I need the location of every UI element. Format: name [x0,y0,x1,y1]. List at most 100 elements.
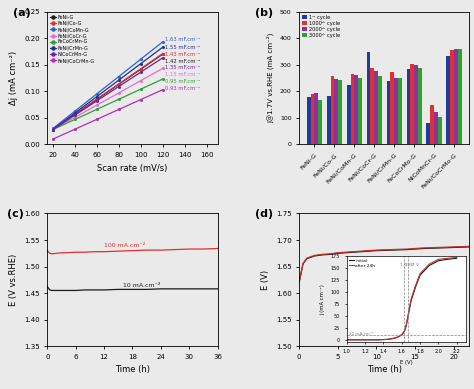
Bar [347,86,351,144]
Line: FeCoCrMn-G: FeCoCrMn-G [51,77,164,131]
Line: NiCoCrMn-G: NiCoCrMn-G [51,56,164,131]
FeNi/CoCrMn-G [138,97,144,102]
FeNi-G [50,127,56,132]
Bar [367,52,371,144]
NiCoCrMn-G [72,113,78,117]
FeNi/CoMn-G [50,126,56,131]
Bar [430,105,434,144]
Bar [434,112,438,144]
NiCoCrMn-G [50,127,56,132]
Text: 10 mA.cm⁻²: 10 mA.cm⁻² [123,283,160,288]
Text: 100 mA.cm⁻²: 100 mA.cm⁻² [104,243,146,248]
FeNi/CoCrMn-G [50,137,56,142]
Line: FeNi-G: FeNi-G [51,53,164,131]
X-axis label: Scan rate (mV/s): Scan rate (mV/s) [97,164,168,173]
Line: FeNi/Co-G: FeNi/Co-G [51,52,164,131]
NiCoCrMn-G [160,56,165,60]
NiCoCrMn-G [116,84,121,89]
FeNi/Co-G [72,112,78,117]
FeCoCrMn-G [94,107,100,112]
Bar [391,72,394,144]
Bar [447,56,450,144]
Text: (a): (a) [13,8,31,18]
FeNi/CrMn-G [50,127,56,132]
Bar [387,81,391,144]
FeNi/CoMn-G [72,109,78,114]
FeNi/Co-G [94,97,100,102]
Text: 1.63 mF.cm⁻²: 1.63 mF.cm⁻² [165,37,200,42]
Bar [314,93,318,144]
Line: FeNi/CoMn-G: FeNi/CoMn-G [51,40,164,130]
FeNi/CoCr-G [50,127,56,132]
FeNi/CoCr-G [72,115,78,120]
FeNi/CoMn-G [116,74,121,79]
FeNi-G [116,82,121,87]
FeNi/CoMn-G [138,57,144,61]
Bar [418,68,422,144]
Bar [358,77,362,144]
FeNi/CoCrMn-G [160,88,165,92]
Line: FeNi/CoCr-G: FeNi/CoCr-G [51,67,164,131]
FeNi-G [94,97,100,102]
X-axis label: Time (h): Time (h) [367,365,401,374]
FeNi/CoCrMn-G [94,117,100,122]
Text: 1.35 mF.cm⁻²: 1.35 mF.cm⁻² [165,65,200,70]
Text: 0.95 mF.cm⁻²: 0.95 mF.cm⁻² [165,79,200,84]
FeNi/CrMn-G [138,61,144,66]
Y-axis label: E (V vs.RHE): E (V vs.RHE) [9,254,18,306]
FeCoCrMn-G [116,97,121,102]
FeNi/CoCr-G [94,103,100,107]
FeCoCrMn-G [72,117,78,122]
Legend: 1ˢᵗ cycle, 1000ᵗʰ cycle, 2000ᵗʰ cycle, 3000ᵗʰ cycle: 1ˢᵗ cycle, 1000ᵗʰ cycle, 2000ᵗʰ cycle, 3… [301,14,340,38]
Legend: FeNi-G, FeNi/Co-G, FeNi/CoMn-G, FeNi/CoCr-G, FeCoCrMn-G, FeNi/CrMn-G, NiCoCrMn-G: FeNi-G, FeNi/Co-G, FeNi/CoMn-G, FeNi/CoC… [50,14,95,63]
Bar [371,68,374,144]
Bar [334,79,338,144]
FeNi/Co-G [138,67,144,71]
Bar [378,76,382,144]
Bar [310,94,314,144]
Bar [410,64,414,144]
FeNi/Co-G [160,51,165,56]
Bar [407,69,410,144]
FeNi/CrMn-G [94,94,100,99]
Bar [414,65,418,144]
FeNi/CoCr-G [160,66,165,71]
Text: 1.43 mF.cm⁻²: 1.43 mF.cm⁻² [165,52,200,57]
FeNi-G [138,67,144,72]
FeCoCrMn-G [160,77,165,81]
Bar [458,49,462,144]
Text: (b): (b) [255,8,273,18]
NiCoCrMn-G [138,70,144,75]
Bar [351,74,355,144]
Text: 1.15 mF.cm⁻²: 1.15 mF.cm⁻² [165,72,200,77]
Text: 0.93 mF.cm⁻²: 0.93 mF.cm⁻² [165,86,200,91]
FeNi/CrMn-G [160,45,165,49]
Text: (d): (d) [255,209,273,219]
FeNi/CoCrMn-G [72,127,78,131]
FeNi/CrMn-G [116,78,121,82]
Bar [307,97,310,144]
Y-axis label: E (V): E (V) [261,270,270,290]
FeNi/CoCrMn-G [116,107,121,112]
Y-axis label: Δj (mA cm⁻²): Δj (mA cm⁻²) [9,51,18,105]
Bar [318,100,322,144]
FeNi/CoMn-G [94,91,100,96]
FeCoCrMn-G [138,87,144,91]
Bar [355,75,358,144]
Bar [454,49,458,144]
Bar [427,123,430,144]
X-axis label: Time (h): Time (h) [115,365,150,374]
Bar [374,71,378,144]
Bar [338,80,342,144]
FeCoCrMn-G [50,127,56,132]
NiCoCrMn-G [94,98,100,103]
FeNi/CoCr-G [116,91,121,95]
Line: FeNi/CoCrMn-G: FeNi/CoCrMn-G [51,88,164,141]
FeNi/Co-G [50,127,56,132]
Text: 1.55 mF.cm⁻²: 1.55 mF.cm⁻² [165,45,200,50]
Text: 1.42 mF.cm⁻²: 1.42 mF.cm⁻² [165,59,200,63]
Bar [394,78,398,144]
Y-axis label: j@1.7V vs.RHE (mA cm⁻²): j@1.7V vs.RHE (mA cm⁻²) [267,33,274,123]
Line: FeNi/CrMn-G: FeNi/CrMn-G [51,46,164,131]
FeNi-G [72,112,78,117]
